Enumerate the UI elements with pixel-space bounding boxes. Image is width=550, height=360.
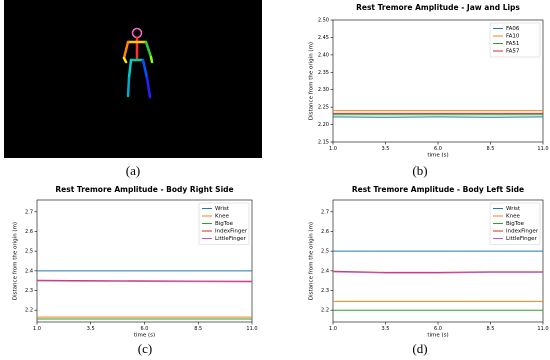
series-line <box>36 280 253 283</box>
x-axis-label: time (s) <box>427 153 448 159</box>
x-tick-label: 6.0 <box>434 146 442 152</box>
x-tick-label: 3.5 <box>382 326 390 332</box>
series-line <box>36 279 253 282</box>
chart-title: Rest Tremore Amplitude - Body Left Side <box>352 185 524 194</box>
legend-label: FA57 <box>506 49 520 55</box>
legend-label: IndexFinger <box>215 229 248 235</box>
legend-label: LittleFinger <box>506 236 537 242</box>
y-tick-label: 2.6 <box>321 229 329 235</box>
y-tick-label: 2.35 <box>318 70 329 76</box>
y-tick-label: 2.4 <box>25 268 33 274</box>
legend-label: Knee <box>215 214 229 220</box>
legend-label: Wrist <box>506 206 521 212</box>
y-tick-label: 2.7 <box>321 209 329 215</box>
y-axis-label: Distance from the origin (m) <box>309 222 315 300</box>
y-tick-label: 2.6 <box>25 229 33 235</box>
panel-label: (d) <box>412 341 427 356</box>
legend-box <box>489 22 541 58</box>
x-axis-label: time (s) <box>134 333 155 339</box>
x-tick-label: 3.5 <box>382 146 390 152</box>
series-line <box>332 270 543 273</box>
y-tick-label: 2.50 <box>318 18 329 24</box>
panel-label: (a) <box>126 163 140 178</box>
y-tick-label: 2.25 <box>318 105 329 111</box>
y-tick-label: 2.30 <box>318 87 329 93</box>
y-tick-label: 2.5 <box>321 249 329 255</box>
legend-label: LittleFinger <box>215 236 246 242</box>
y-tick-label: 2.3 <box>25 288 33 294</box>
y-axis-label: Distance from the origin (m) <box>13 222 19 300</box>
skeleton-image <box>4 0 262 158</box>
x-tick-label: 1.0 <box>329 326 337 332</box>
chart-title: Rest Tremore Amplitude - Jaw and Lips <box>356 3 520 12</box>
y-tick-label: 2.15 <box>318 140 329 146</box>
y-tick-label: 2.2 <box>25 308 33 314</box>
legend-label: FA06 <box>506 26 520 32</box>
y-axis-label: Distance from the origin (m) <box>309 42 315 120</box>
x-axis-label: time (s) <box>427 333 448 339</box>
x-tick-label: 11.0 <box>537 326 548 332</box>
y-tick-label: 2.5 <box>25 249 33 255</box>
x-tick-label: 6.0 <box>434 326 442 332</box>
legend-label: BigToe <box>506 221 525 227</box>
legend-label: IndexFinger <box>506 229 539 235</box>
y-tick-label: 2.45 <box>318 35 329 41</box>
legend-label: BigToe <box>215 221 234 227</box>
y-tick-label: 2.7 <box>25 209 33 215</box>
x-tick-label: 8.5 <box>194 326 202 332</box>
y-tick-label: 2.2 <box>321 308 329 314</box>
x-tick-label: 1.0 <box>33 326 41 332</box>
x-tick-label: 8.5 <box>487 326 495 332</box>
y-tick-label: 2.40 <box>318 52 329 58</box>
legend-label: Wrist <box>215 206 230 212</box>
y-tick-label: 2.4 <box>321 268 329 274</box>
legend-box <box>489 202 541 245</box>
x-tick-label: 11.0 <box>537 146 548 152</box>
skeleton <box>122 27 154 99</box>
legend-box <box>198 202 250 245</box>
chart-title: Rest Tremore Amplitude - Body Right Side <box>55 185 233 194</box>
x-tick-label: 8.5 <box>487 146 495 152</box>
image-background <box>4 0 262 158</box>
legend-label: FA10 <box>506 34 520 40</box>
series-line <box>332 271 543 274</box>
legend-label: Knee <box>506 214 520 220</box>
y-tick-label: 2.20 <box>318 122 329 128</box>
x-tick-label: 1.0 <box>329 146 337 152</box>
x-tick-label: 6.0 <box>141 326 149 332</box>
x-tick-label: 11.0 <box>246 326 257 332</box>
y-tick-label: 2.3 <box>321 288 329 294</box>
panel-label: (c) <box>138 341 152 356</box>
panel-label: (b) <box>412 163 427 178</box>
x-tick-label: 3.5 <box>87 326 95 332</box>
legend-label: FA51 <box>506 41 519 47</box>
